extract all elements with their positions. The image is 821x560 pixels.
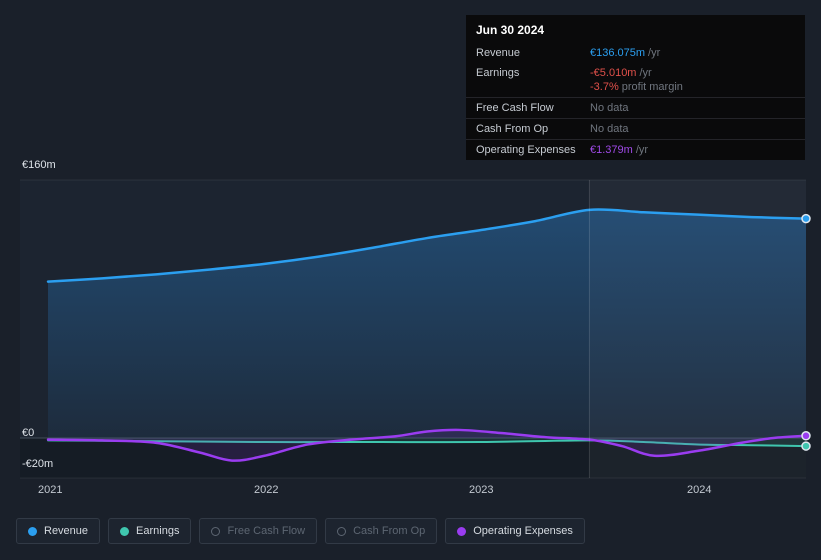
y-axis-label-zero: €0 — [22, 427, 35, 439]
tooltip-row-revenue: Revenue €136.075m/yr — [466, 43, 805, 63]
legend-item-cash-from-op[interactable]: Cash From Op — [325, 518, 438, 544]
tooltip-earnings-label: Earnings — [476, 67, 520, 79]
tooltip-row-cash-from-op: Cash From Op No data — [466, 118, 805, 139]
tooltip-profit-margin-text: profit margin — [621, 81, 683, 93]
earnings-series-dot-icon — [120, 526, 130, 536]
cash-from-op-series-dot-icon — [337, 526, 347, 536]
y-axis-label-max: €160m — [22, 159, 56, 171]
tooltip-cashop-label: Cash From Op — [476, 123, 549, 135]
tooltip-fcf-label: Free Cash Flow — [476, 102, 554, 114]
tooltip-earnings-value: -€5.010m — [590, 67, 637, 79]
legend-item-operating-expenses[interactable]: Operating Expenses — [445, 518, 585, 544]
y-axis-label-min: -€20m — [22, 458, 54, 470]
legend-item-revenue[interactable]: Revenue — [16, 518, 101, 544]
x-axis-label-2022: 2022 — [254, 484, 279, 496]
tooltip-opex-value: €1.379m — [590, 144, 633, 156]
legend-fcf-label: Free Cash Flow — [227, 525, 306, 537]
tooltip-cashop-value: No data — [590, 123, 629, 135]
tooltip-revenue-value: €136.075m — [590, 47, 646, 59]
x-axis-label-2021: 2021 — [38, 484, 63, 496]
chart-legend: Revenue Earnings Free Cash Flow Cash Fro… — [16, 518, 585, 544]
free-cash-flow-series-dot-icon — [211, 526, 221, 536]
tooltip-opex-label: Operating Expenses — [476, 144, 576, 156]
x-axis-label-2024: 2024 — [687, 484, 712, 496]
tooltip-profit-margin-value: -3.7% — [590, 81, 619, 93]
tooltip-revenue-label: Revenue — [476, 47, 521, 59]
tooltip-fcf-value: No data — [590, 102, 629, 114]
tooltip-opex-suffix: /yr — [635, 144, 649, 156]
tooltip-row-earnings: Earnings -€5.010m/yr -3.7% profit margin — [466, 63, 805, 97]
tooltip-row-free-cash-flow: Free Cash Flow No data — [466, 97, 805, 118]
legend-opex-label: Operating Expenses — [473, 525, 573, 537]
data-tooltip: Jun 30 2024 Revenue €136.075m/yr Earning… — [466, 15, 805, 160]
operating-expenses-series-dot-icon — [457, 526, 467, 536]
tooltip-date: Jun 30 2024 — [476, 23, 545, 37]
legend-item-free-cash-flow[interactable]: Free Cash Flow — [199, 518, 318, 544]
tooltip-revenue-suffix: /yr — [648, 47, 661, 59]
x-axis-label-2023: 2023 — [469, 484, 494, 496]
legend-cashop-label: Cash From Op — [353, 525, 426, 537]
legend-earnings-label: Earnings — [136, 525, 180, 537]
revenue-series-dot-icon — [28, 526, 37, 536]
tooltip-earnings-suffix: /yr — [639, 67, 652, 79]
legend-revenue-label: Revenue — [44, 525, 89, 537]
legend-item-earnings[interactable]: Earnings — [108, 518, 192, 544]
tooltip-row-operating-expenses: Operating Expenses €1.379m/yr — [466, 139, 805, 160]
